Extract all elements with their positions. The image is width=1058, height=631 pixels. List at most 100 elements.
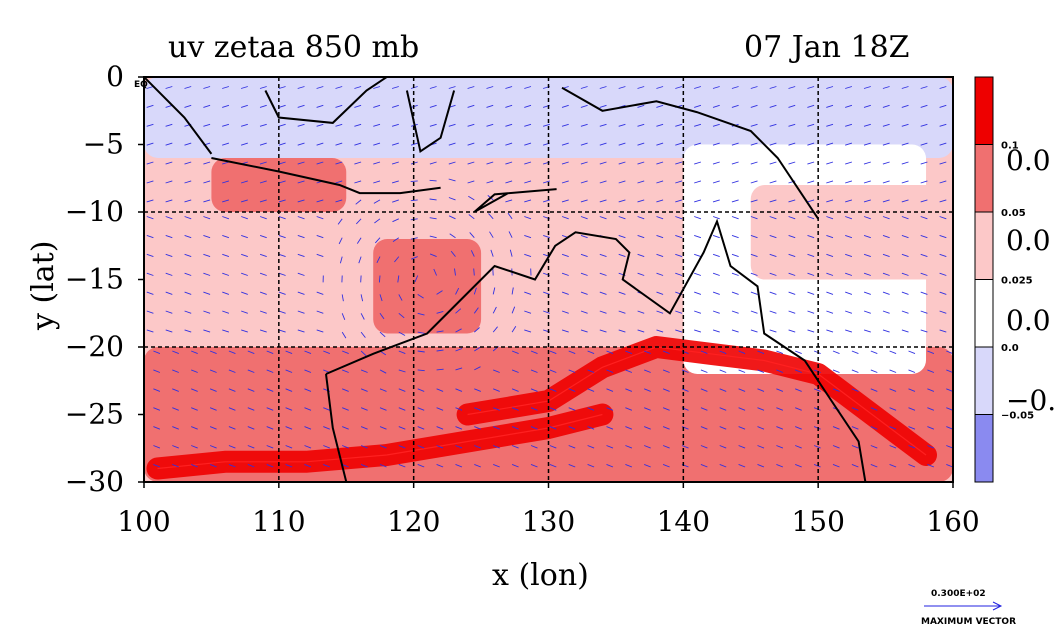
- wind-vector: [247, 463, 255, 468]
- wind-vector: [580, 161, 588, 165]
- wind-vector: [153, 388, 161, 392]
- wind-vector: [826, 86, 834, 89]
- wind-vector: [845, 253, 853, 258]
- wind-vector: [813, 350, 821, 355]
- wind-vector: [750, 123, 758, 127]
- wind-vector: [505, 142, 513, 146]
- wind-vector: [656, 234, 664, 239]
- wind-vector: [474, 327, 480, 333]
- wind-vector: [675, 86, 683, 89]
- wind-vector: [731, 199, 739, 203]
- wind-vector: [731, 310, 739, 314]
- wind-vector: [379, 407, 387, 411]
- wind-vector: [165, 329, 173, 333]
- wind-vector: [580, 180, 588, 184]
- wind-vector: [209, 463, 217, 468]
- wind-vector: [625, 445, 633, 449]
- wind-vector: [259, 142, 267, 146]
- coastline-2: [561, 86, 820, 220]
- wind-vector: [637, 180, 645, 184]
- wind-vector: [191, 445, 198, 449]
- wind-vector: [863, 329, 871, 333]
- wind-vector: [247, 350, 255, 355]
- wind-vector: [323, 350, 330, 355]
- wind-vector: [228, 350, 236, 355]
- wind-vector: [700, 369, 708, 373]
- wind-vector: [436, 463, 444, 468]
- wind-vector: [285, 407, 293, 411]
- wind-vector: [297, 329, 305, 333]
- wind-vector: [807, 329, 815, 333]
- wind-vector: [398, 407, 406, 411]
- colorbar-large-label: 0.0: [1006, 224, 1051, 257]
- wind-vector: [882, 216, 890, 220]
- wind-vector: [606, 426, 614, 430]
- wind-vector: [625, 350, 633, 355]
- wind-vector: [203, 216, 211, 220]
- wind-vector: [618, 180, 626, 184]
- wind-vector: [354, 104, 362, 108]
- wind-vector: [889, 369, 897, 373]
- wind-vector: [341, 294, 344, 302]
- wind-vector: [712, 161, 720, 165]
- wind-vector: [304, 407, 312, 411]
- wind-vector: [656, 161, 664, 165]
- wind-vector: [240, 123, 248, 127]
- wind-vector: [939, 180, 947, 184]
- wind-vector: [549, 407, 557, 411]
- wind-vector: [222, 329, 230, 333]
- wind-vector: [379, 369, 387, 374]
- wind-vector: [398, 463, 406, 468]
- wind-vector: [757, 388, 765, 392]
- wind-vector: [436, 426, 444, 430]
- wind-vector: [599, 104, 607, 108]
- wind-vector: [807, 123, 815, 127]
- wind-vector: [356, 237, 362, 244]
- wind-vector: [323, 463, 330, 468]
- wind-vector: [599, 123, 607, 127]
- wind-vector: [939, 310, 947, 314]
- wind-vector: [946, 388, 953, 392]
- wind-vector: [826, 310, 834, 314]
- wind-vector: [870, 463, 878, 468]
- wind-vector: [240, 199, 248, 203]
- wind-vector: [908, 426, 916, 430]
- wind-vector: [338, 237, 343, 245]
- wind-vector: [637, 310, 645, 314]
- wind-vector: [316, 234, 324, 239]
- shaded-region-0: [144, 77, 953, 158]
- chart-title-left: uv zetaa 850 mb: [168, 30, 419, 65]
- wind-vector: [644, 407, 651, 411]
- colorbar-large-label: 0.0: [1006, 304, 1051, 337]
- wind-vector: [222, 234, 230, 239]
- wind-vector: [769, 180, 777, 184]
- wind-vector: [247, 369, 255, 373]
- wind-vector: [863, 272, 871, 276]
- y-tick-label: −20: [65, 330, 124, 363]
- wind-vector: [335, 142, 343, 146]
- wind-vector: [373, 199, 381, 204]
- wind-vector: [618, 291, 626, 295]
- wind-vector: [700, 350, 708, 355]
- wind-vector: [222, 291, 230, 295]
- wind-vector: [222, 253, 230, 258]
- wind-vector: [694, 329, 702, 333]
- plot-area: [144, 77, 953, 482]
- wind-vector: [901, 216, 909, 220]
- wind-vector: [901, 142, 909, 146]
- wind-vector: [549, 445, 557, 449]
- wind-vector: [259, 253, 267, 258]
- wind-vector: [165, 123, 173, 127]
- wind-vector: [851, 426, 859, 430]
- wind-vector: [731, 291, 739, 295]
- wind-vector: [184, 104, 192, 108]
- wind-vector: [757, 369, 765, 373]
- wind-vector: [209, 388, 217, 392]
- wind-vector: [222, 272, 230, 276]
- wind-vector: [304, 445, 312, 449]
- wind-vector: [807, 180, 815, 184]
- wind-vector: [561, 329, 569, 333]
- wind-vector: [455, 348, 463, 352]
- wind-vector: [278, 123, 286, 127]
- wind-vector: [561, 310, 569, 314]
